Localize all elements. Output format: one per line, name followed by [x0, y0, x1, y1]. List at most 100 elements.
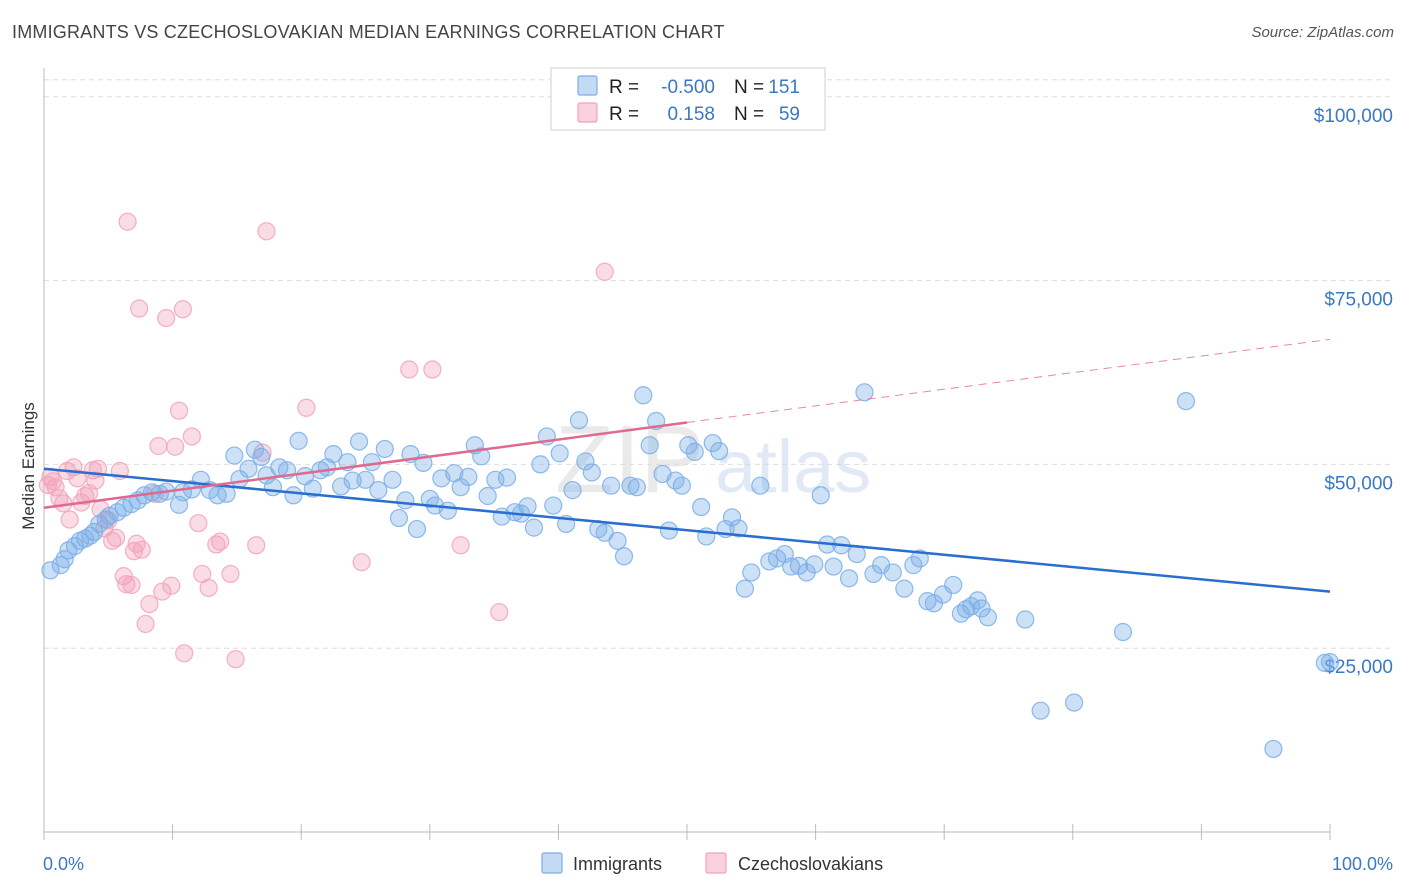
- immigrants-point: [569, 411, 589, 430]
- y-tick-label: $50,000: [1324, 473, 1393, 494]
- bottom-legend-czechoslovakians: Czechoslovakians: [738, 854, 883, 874]
- immigrants-point: [742, 563, 761, 582]
- czechoslovakians-point: [86, 471, 105, 490]
- czechoslovakians-point: [157, 308, 176, 328]
- immigrants-point: [472, 447, 491, 466]
- czechoslovakians-point: [352, 553, 371, 572]
- czechoslovakians-point: [149, 436, 168, 456]
- immigrants-point: [438, 501, 457, 520]
- gridlines: [44, 79, 1393, 649]
- immigrants-point: [1320, 653, 1340, 672]
- immigrants-point: [407, 519, 427, 539]
- immigrants-point: [710, 442, 729, 461]
- legend-r-value-1: -0.500: [661, 77, 715, 98]
- immigrants-point: [659, 521, 679, 540]
- legend-r-label-2: R =: [609, 104, 639, 125]
- czechoslovakians-point: [117, 575, 136, 594]
- czechoslovakians-point: [106, 528, 126, 548]
- y-tick-label: $25,000: [1324, 657, 1393, 678]
- legend-swatch-immigrants: [577, 75, 598, 96]
- immigrants-point: [621, 476, 640, 495]
- czechoslovakians-point: [451, 536, 470, 555]
- czechoslovakians-point: [199, 578, 218, 598]
- immigrants-point: [1315, 653, 1334, 672]
- legend-n-label-1: N =: [734, 77, 764, 98]
- czechoslovakians-point: [118, 212, 137, 231]
- immigrants-point: [239, 459, 258, 478]
- immigrants-point: [284, 486, 303, 505]
- immigrants-point: [362, 453, 382, 472]
- legend-n-label-2: N =: [734, 104, 764, 125]
- immigrants-point: [735, 579, 754, 598]
- immigrants-point: [389, 508, 409, 528]
- immigrants-point: [544, 496, 563, 515]
- bottom-legend-immigrants: Immigrants: [573, 854, 662, 874]
- czechoslovakians-point: [257, 222, 276, 241]
- immigrants-point: [263, 478, 283, 497]
- immigrants-point: [582, 463, 601, 482]
- immigrants-point: [883, 563, 902, 582]
- immigrants-point: [1064, 693, 1084, 712]
- immigrants-point: [1176, 392, 1196, 411]
- immigrants-point: [895, 579, 914, 598]
- immigrants-point: [1016, 610, 1035, 629]
- czechoslovakians-point: [130, 299, 149, 318]
- bottom-legend-swatch-czechoslovakians: [705, 852, 727, 874]
- czechoslovakians-point: [189, 514, 208, 533]
- czechoslovakians-point: [490, 603, 509, 622]
- immigrants-point: [576, 452, 595, 471]
- x-tick-label-min: 0.0%: [43, 854, 84, 874]
- czechoslovakians-point: [400, 360, 419, 379]
- czechoslovakians-point: [226, 650, 245, 669]
- immigrants-point: [252, 447, 271, 467]
- immigrants-point: [208, 486, 227, 505]
- immigrants-point: [55, 550, 74, 569]
- series-legend: Immigrants Czechoslovakians: [541, 852, 883, 874]
- axes: [43, 68, 1331, 840]
- immigrants-point: [225, 446, 244, 465]
- czechoslovakians-point: [162, 576, 181, 595]
- legend-n-value-2: 59: [779, 104, 800, 125]
- immigrants-point: [608, 531, 627, 550]
- immigrants-point: [855, 383, 874, 402]
- immigrants-point: [824, 557, 843, 576]
- immigrants-point: [904, 556, 923, 575]
- czechoslovakians-point: [124, 542, 144, 561]
- immigrants-point: [289, 431, 308, 450]
- czechoslovakians-point: [595, 262, 614, 281]
- immigrants-point: [627, 478, 646, 497]
- czechoslovakians-point: [173, 300, 192, 319]
- immigrants-point: [692, 497, 711, 517]
- immigrants-point: [396, 491, 415, 510]
- watermark-atlas: atlas: [715, 425, 871, 508]
- chart-title: IMMIGRANTS VS CZECHOSLOVAKIAN MEDIAN EAR…: [12, 22, 725, 42]
- immigrants-point: [324, 444, 343, 464]
- immigrants-point: [524, 518, 544, 537]
- immigrants-point: [486, 470, 505, 489]
- immigrants-point: [722, 508, 742, 527]
- czechoslovakians-point: [46, 478, 65, 497]
- immigrants-point: [602, 476, 621, 495]
- immigrants-point: [550, 444, 569, 463]
- immigrants-point: [245, 440, 265, 459]
- immigrants-point: [531, 455, 550, 474]
- immigrants-point: [805, 555, 824, 574]
- czechoslovakians-trend-extension: [686, 338, 1331, 423]
- czechoslovakians-point: [136, 614, 155, 634]
- immigrants-point: [356, 470, 375, 489]
- immigrants-point: [685, 442, 704, 461]
- immigrants-point: [614, 547, 634, 566]
- czechoslovakians-point: [132, 540, 151, 559]
- immigrants-point: [1264, 739, 1283, 759]
- immigrants-point: [634, 386, 653, 405]
- immigrants-point: [640, 436, 659, 455]
- immigrants-point: [1031, 701, 1050, 720]
- immigrants-point: [563, 481, 582, 500]
- czechoslovakians-point: [140, 594, 159, 614]
- czechoslovakians-point: [169, 401, 189, 420]
- immigrants-point: [331, 477, 351, 496]
- czechoslovakians-point: [423, 360, 442, 379]
- immigrants-point: [910, 549, 929, 568]
- legend-swatch-czechoslovakians: [577, 102, 598, 123]
